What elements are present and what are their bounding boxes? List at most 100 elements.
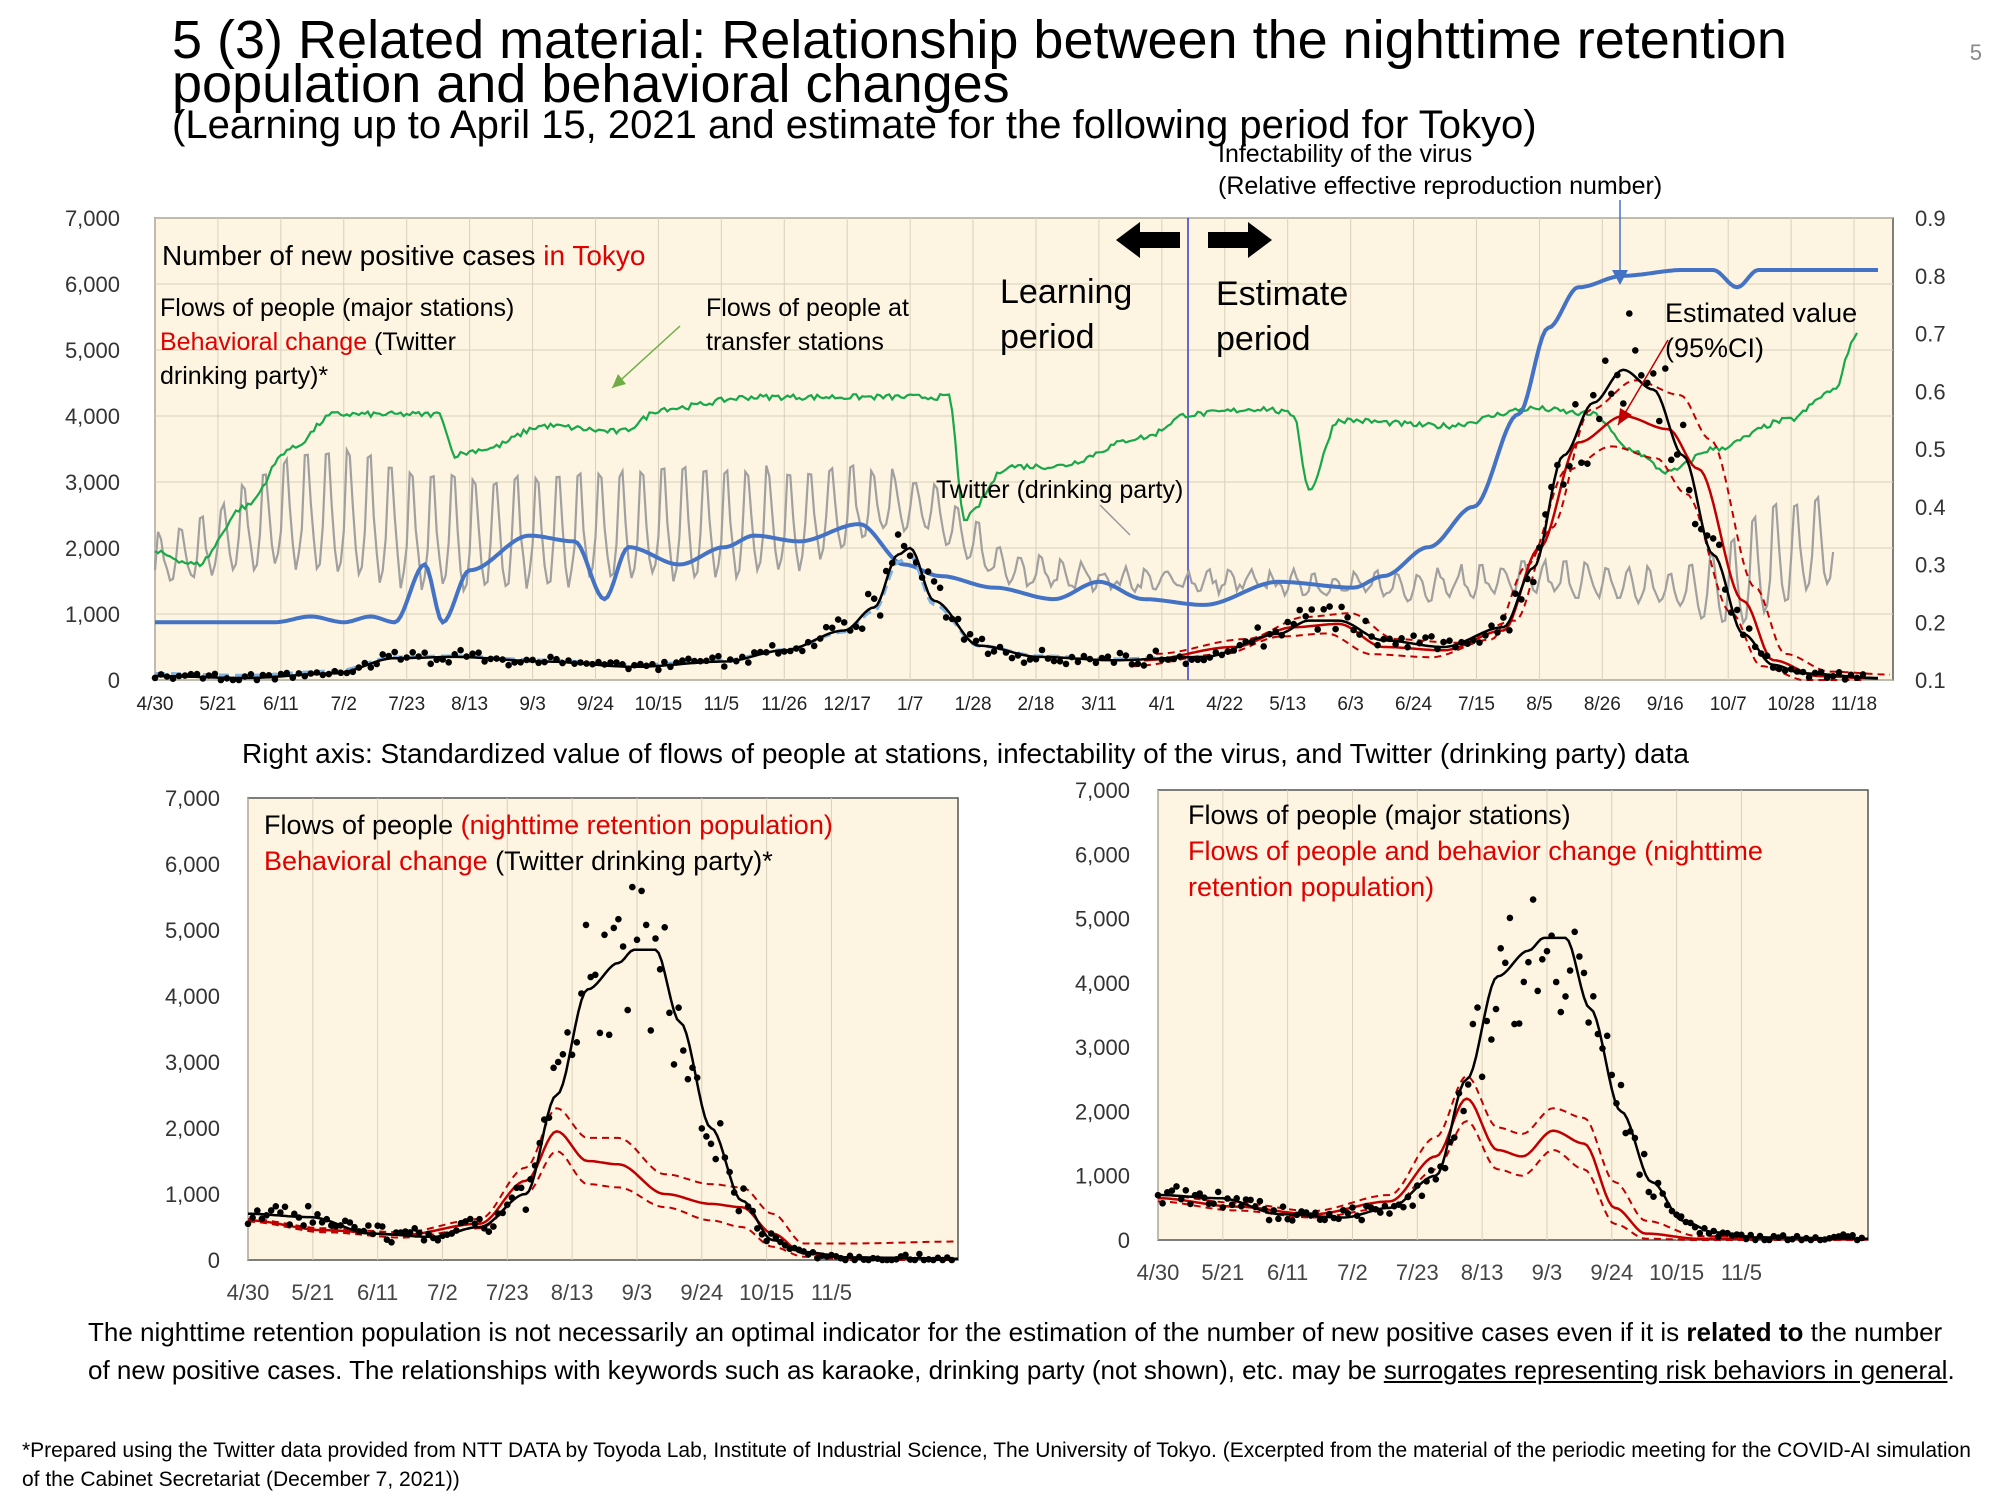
left-chart-y-tick: 5,000 — [165, 918, 220, 943]
right-chart-case-point — [1543, 947, 1551, 955]
right-legend-1: Flows of people (major stations) — [1188, 800, 1571, 830]
case-point — [751, 649, 758, 656]
main-y-right-tick: 0.1 — [1915, 668, 1946, 693]
left-chart-case-point — [578, 990, 585, 997]
case-point — [505, 661, 512, 669]
left-chart-case-point — [846, 1252, 854, 1260]
case-point — [984, 650, 992, 658]
left-chart-x-tick: 5/21 — [291, 1280, 334, 1305]
case-point — [607, 659, 614, 666]
main-x-tick: 6/3 — [1337, 694, 1363, 715]
case-point — [1464, 640, 1471, 647]
case-point — [487, 655, 494, 663]
case-point — [1757, 650, 1765, 657]
transfer-label-1: Flows of people at — [706, 294, 909, 322]
case-point — [1212, 649, 1220, 656]
case-point — [1368, 633, 1375, 640]
main-x-tick: 6/24 — [1395, 694, 1432, 715]
main-x-tick: 2/18 — [1017, 694, 1054, 715]
case-point — [427, 660, 435, 668]
left-chart-case-point — [777, 1238, 784, 1246]
right-chart-case-point — [1233, 1195, 1240, 1202]
behavior-label-rest: (Twitter — [367, 328, 456, 356]
case-point — [1685, 486, 1693, 494]
case-point — [727, 656, 734, 663]
right-chart-case-point — [1752, 1236, 1759, 1244]
case-point — [463, 653, 470, 660]
left-chart-x-tick: 11/5 — [811, 1280, 852, 1305]
left-chart-case-point — [253, 1207, 261, 1214]
left-chart-case-point — [448, 1230, 456, 1237]
right-chart-y-tick: 1,000 — [1075, 1164, 1130, 1189]
left-chart-case-point — [467, 1215, 474, 1223]
left-chart-case-point — [513, 1184, 520, 1192]
main-x-tick: 4/22 — [1206, 694, 1243, 715]
left-chart-case-point — [596, 1029, 604, 1037]
case-point — [1146, 653, 1154, 661]
case-point — [918, 574, 926, 581]
left-chart-case-point — [291, 1210, 298, 1218]
right-chart-case-point — [1423, 1178, 1430, 1185]
left-chart-case-point — [434, 1237, 442, 1244]
case-point — [1428, 633, 1435, 640]
right-axis-note: Right axis: Standardized value of flows … — [242, 738, 1689, 769]
right-chart-case-point — [1566, 967, 1574, 974]
right-chart-case-point — [1585, 1019, 1592, 1026]
case-point — [331, 667, 339, 675]
main-y-right-tick: 0.5 — [1915, 437, 1946, 462]
case-point — [673, 659, 680, 666]
case-point — [1038, 646, 1046, 654]
case-point — [205, 672, 213, 679]
case-point — [1272, 628, 1279, 635]
right-chart-y-tick: 3,000 — [1075, 1035, 1130, 1060]
case-point — [1590, 391, 1597, 399]
case-point — [1721, 586, 1729, 593]
case-point — [631, 661, 638, 669]
case-point — [763, 649, 770, 656]
case-point — [295, 670, 303, 677]
left-chart-case-point — [638, 887, 645, 895]
case-point — [343, 669, 351, 677]
case-point — [1374, 641, 1381, 649]
case-point — [1284, 618, 1291, 626]
right-chart-case-point — [1645, 1188, 1653, 1196]
right-chart-x-tick: 7/2 — [1337, 1260, 1368, 1285]
right-chart-case-point — [1414, 1182, 1421, 1189]
learning-label-1: Learning — [1000, 273, 1133, 311]
left-chart-case-point — [726, 1168, 733, 1176]
case-point — [906, 552, 914, 559]
case-point — [181, 672, 189, 679]
left-chart-case-point — [536, 1139, 543, 1147]
case-point — [307, 670, 315, 677]
right-chart-case-point — [1335, 1215, 1342, 1223]
left-chart-case-point — [295, 1214, 303, 1221]
left-chart-case-point — [286, 1221, 294, 1228]
left-chart-case-point — [522, 1206, 530, 1213]
main-x-tick: 12/17 — [823, 694, 871, 715]
main-x-tick: 8/13 — [451, 694, 488, 715]
right-chart-case-point — [1747, 1231, 1754, 1239]
left-chart-case-point — [879, 1256, 886, 1264]
right-chart-case-point — [1520, 978, 1528, 986]
case-point — [403, 654, 411, 661]
left-chart-case-point — [703, 1133, 710, 1140]
behavior-label-line2: drinking party)* — [160, 362, 329, 390]
page-title-line-2: population and behavioral changes — [172, 54, 1010, 114]
right-chart-case-point — [1627, 1128, 1634, 1135]
right-chart-x-tick: 9/24 — [1590, 1260, 1633, 1285]
left-chart-case-point — [712, 1155, 719, 1163]
case-point — [1745, 625, 1753, 632]
case-point — [1673, 451, 1681, 458]
left-chart-case-point — [554, 1058, 562, 1066]
right-chart-case-point — [1469, 1020, 1477, 1028]
right-chart-case-point — [1525, 958, 1532, 966]
right-chart-case-point — [1205, 1200, 1213, 1208]
main-y-right-tick: 0.9 — [1915, 206, 1946, 231]
case-point — [1638, 372, 1645, 379]
case-point — [1566, 462, 1573, 470]
right-chart-x-tick: 11/5 — [1721, 1260, 1762, 1285]
left-chart-case-point — [735, 1207, 743, 1215]
case-point — [745, 659, 752, 666]
case-point — [1380, 635, 1387, 643]
case-point — [1446, 637, 1453, 644]
